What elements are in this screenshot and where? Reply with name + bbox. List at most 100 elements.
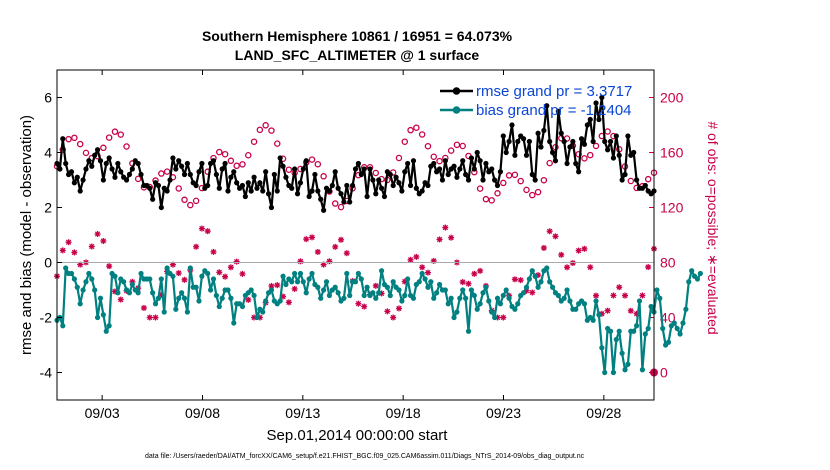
obs-possible-point: [401, 138, 409, 145]
series-point: [419, 188, 425, 194]
series-point: [68, 169, 75, 175]
obs-possible-point: [540, 176, 548, 184]
series-point: [468, 155, 475, 161]
y2-axis-label: # of obs: o=possible; ∗=evaluated: [705, 121, 721, 334]
series-point: [97, 295, 104, 301]
series-point: [489, 166, 495, 172]
series-point: [555, 108, 561, 114]
series-point: [155, 182, 162, 189]
series-point: [399, 188, 405, 194]
series-point: [607, 138, 614, 145]
series-point: [338, 191, 344, 197]
series-point: [63, 265, 69, 271]
series-point: [500, 292, 506, 299]
series-point: [468, 287, 475, 293]
series-point: [665, 339, 672, 345]
series-point: [112, 273, 118, 279]
obs-possible-point: [644, 175, 652, 183]
obs-possible-point: [372, 169, 380, 177]
series-point: [106, 323, 112, 329]
obs-evaluated-point: [210, 248, 217, 255]
obs-possible-point: [586, 151, 594, 159]
obs-evaluated-point: [587, 264, 594, 271]
obs-evaluated-point: [152, 314, 159, 321]
obs-possible-point: [500, 179, 507, 187]
obs-evaluated-point: [511, 276, 518, 283]
series-point: [292, 270, 298, 277]
series-point: [123, 177, 130, 183]
series-point: [390, 182, 396, 189]
series-point: [376, 290, 382, 296]
x-axis-label: Sep.01,2014 00:00:00 start: [267, 427, 449, 444]
series-point: [315, 188, 321, 194]
series-point: [193, 284, 199, 290]
obs-evaluated-point: [146, 314, 153, 321]
obs-evaluated-point: [471, 270, 478, 277]
x-tick-label: 09/13: [285, 405, 320, 421]
series-point: [558, 130, 564, 136]
series-point: [619, 177, 625, 183]
series-point: [448, 295, 454, 301]
obs-evaluated-point: [419, 264, 426, 271]
series-point: [654, 287, 660, 293]
series-point: [494, 182, 501, 189]
series-point: [442, 287, 448, 293]
series-point: [265, 191, 272, 197]
obs-possible-point: [256, 126, 264, 134]
series-point: [605, 147, 611, 153]
series-point: [425, 284, 431, 290]
obs-possible-point: [418, 131, 426, 138]
series-point: [515, 138, 521, 145]
series-point: [489, 309, 495, 315]
series-point: [428, 279, 434, 285]
series-point: [158, 204, 164, 211]
left-axis-ticks: -4 -2 0 2 4 6: [40, 90, 62, 381]
series-point: [106, 155, 112, 161]
series-point: [677, 331, 683, 337]
series-point: [292, 166, 298, 172]
series-point: [164, 265, 170, 271]
series-point: [370, 290, 376, 296]
series-point: [306, 276, 312, 282]
x-tick-label: 09/28: [586, 405, 621, 421]
series-point: [294, 279, 301, 285]
series-point: [167, 177, 173, 183]
series-point: [364, 284, 370, 290]
series-point: [581, 141, 588, 147]
series-point: [300, 279, 306, 285]
series-point: [321, 287, 327, 293]
series-point: [277, 298, 283, 304]
obs-possible-point: [163, 168, 171, 175]
series-point: [405, 276, 411, 282]
right-axis-ticks: 0 40 80 120 160 200: [649, 90, 684, 381]
obs-evaluated-point: [94, 230, 101, 237]
series-point: [648, 303, 654, 310]
series-point: [94, 147, 101, 153]
obs-possible-point: [517, 177, 524, 185]
obs-evaluated-point: [106, 263, 113, 270]
obs-possible-point: [111, 128, 119, 135]
series-point: [77, 301, 83, 307]
series-point: [303, 290, 309, 296]
series-point: [697, 270, 703, 277]
series-point: [573, 306, 579, 312]
series-point: [121, 279, 127, 285]
obs-evaluated-point: [529, 289, 536, 296]
series-point: [486, 298, 492, 304]
series-point: [634, 323, 640, 329]
obs-evaluated-point: [384, 308, 391, 315]
series-point: [271, 171, 277, 178]
series-point: [228, 295, 234, 301]
obs-possible-point: [245, 152, 252, 159]
obs-evaluated-point: [413, 253, 420, 260]
series-point: [503, 287, 509, 293]
series-point: [248, 188, 254, 194]
series-point: [471, 166, 477, 172]
series-point: [373, 295, 379, 301]
series-point: [248, 287, 254, 293]
obs-possible-point: [476, 185, 484, 192]
series-point: [393, 174, 399, 180]
series-point: [570, 138, 576, 145]
series-point: [636, 298, 643, 304]
series-point: [564, 287, 570, 293]
